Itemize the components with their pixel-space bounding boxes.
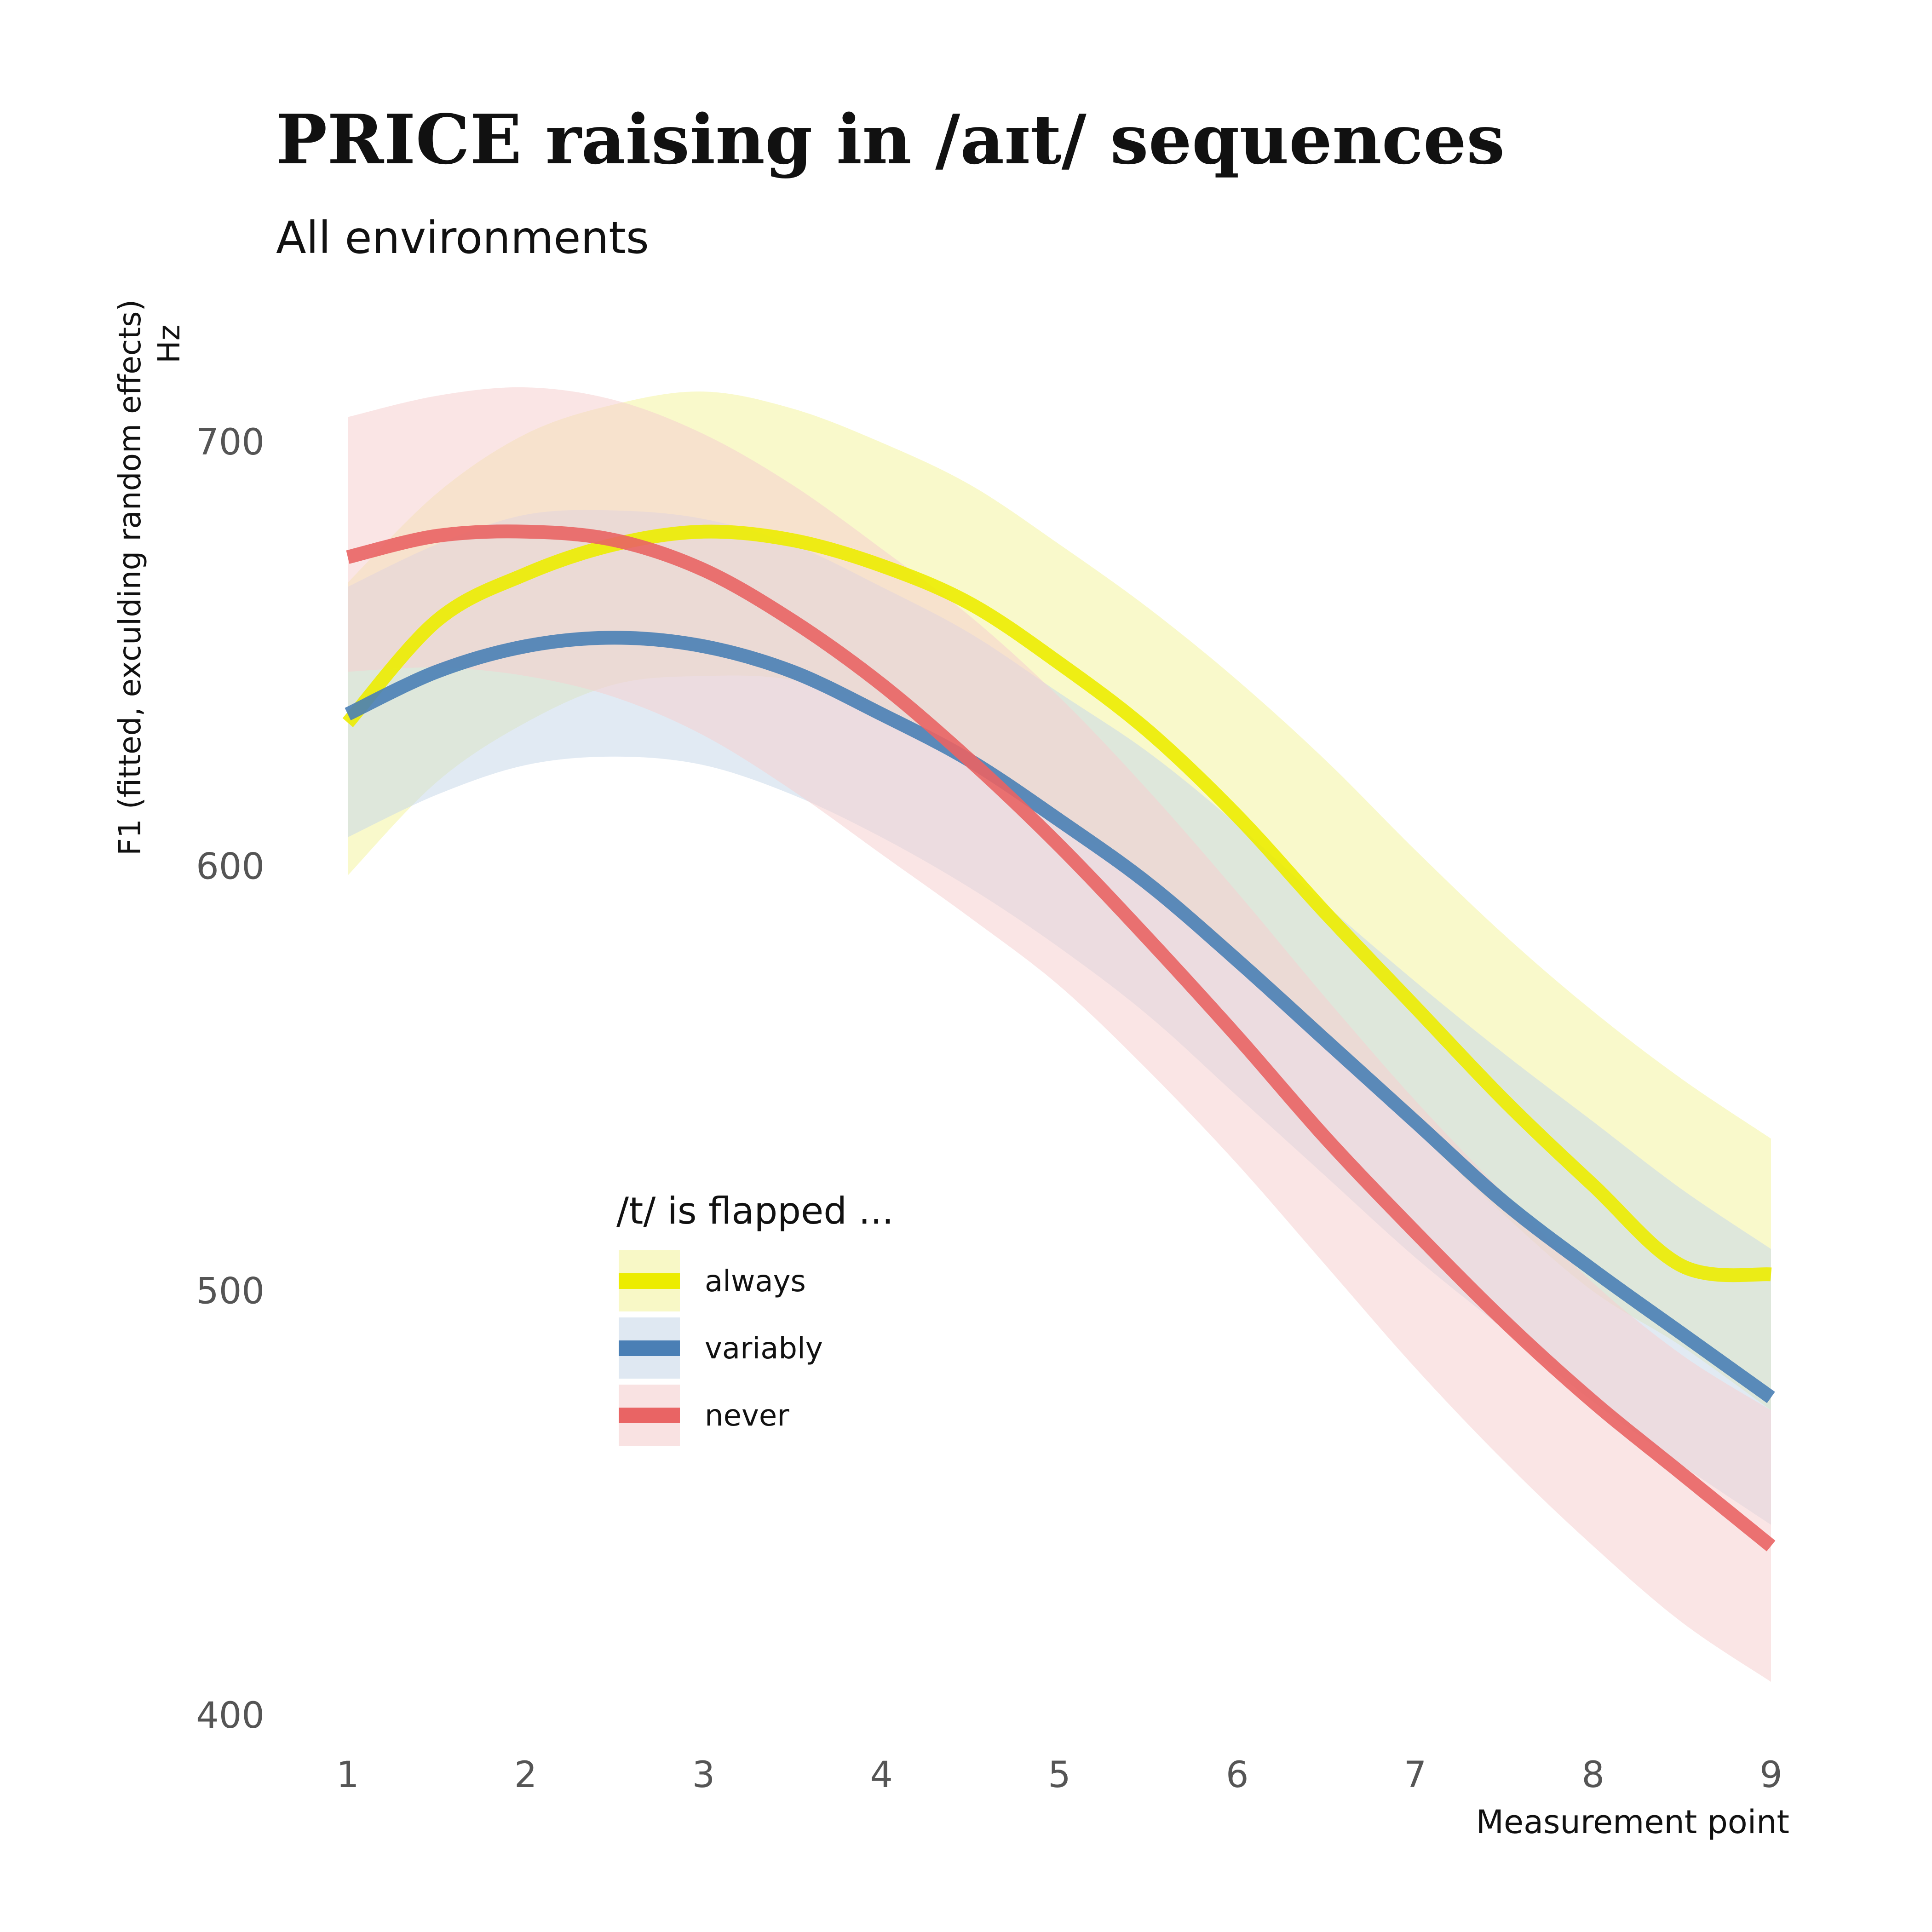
y-tick-label: 400 — [196, 1695, 264, 1736]
legend-label-never: never — [705, 1399, 789, 1433]
legend-swatch-line-always — [619, 1273, 680, 1289]
chart-title: PRICE raising in /aɪt/ sequences — [276, 99, 1505, 179]
y-tick-label: 700 — [196, 422, 264, 463]
band-variably — [348, 510, 1771, 1525]
x-tick-label: 2 — [514, 1754, 537, 1796]
legend-title: /t/ is flapped ... — [616, 1190, 894, 1232]
x-tick-label: 5 — [1048, 1754, 1071, 1796]
x-tick-label: 7 — [1404, 1754, 1427, 1796]
x-tick-label: 6 — [1226, 1754, 1249, 1796]
legend-swatch-line-variably — [619, 1340, 680, 1356]
series-lines — [342, 524, 1776, 1552]
x-tick-label: 4 — [870, 1754, 893, 1796]
x-axis-ticks: 1 2 3 4 5 6 7 8 9 — [336, 1754, 1782, 1796]
x-tick-label: 1 — [336, 1754, 359, 1796]
legend-label-variably: variably — [705, 1332, 823, 1366]
x-axis-label: Measurement point — [1476, 1803, 1789, 1841]
line-never — [346, 524, 1776, 1552]
chart-subtitle: All environments — [276, 212, 649, 264]
legend-swatch-line-never — [619, 1408, 680, 1423]
legend: /t/ is flapped ... always variably never — [616, 1190, 894, 1446]
y-axis-unit: Hz — [151, 325, 187, 363]
x-tick-label: 9 — [1760, 1754, 1782, 1796]
line-variably — [345, 631, 1775, 1403]
y-tick-label: 500 — [196, 1271, 264, 1312]
legend-label-always: always — [705, 1265, 806, 1299]
x-tick-label: 3 — [692, 1754, 715, 1796]
y-axis-label: F1 (fitted, exculding random effects) — [112, 299, 148, 856]
y-axis-ticks: 400 500 600 700 — [196, 422, 264, 1736]
confidence-bands — [348, 387, 1771, 1682]
x-tick-label: 8 — [1581, 1754, 1604, 1796]
y-tick-label: 600 — [196, 846, 264, 888]
band-never — [348, 387, 1771, 1682]
line-always — [342, 524, 1772, 1282]
